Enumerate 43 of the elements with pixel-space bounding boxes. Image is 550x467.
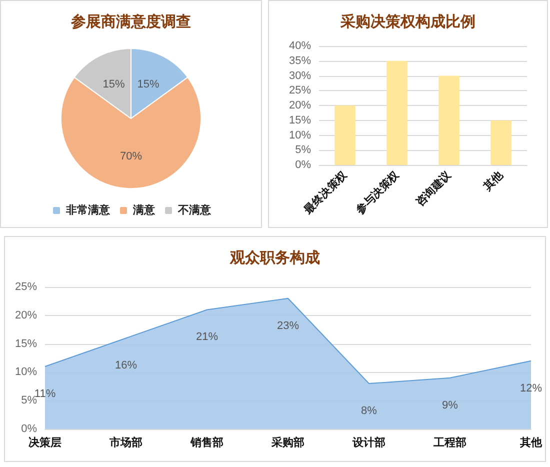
- chart-title: 参展商满意度调查: [70, 12, 191, 30]
- y-tick-label: 5%: [295, 144, 312, 156]
- x-tick-label: 市场部: [108, 436, 142, 449]
- y-tick-label: 5%: [21, 394, 38, 407]
- legend-label: 满意: [132, 204, 156, 216]
- y-tick-label: 30%: [288, 70, 312, 82]
- legend-label: 非常满意: [65, 204, 111, 216]
- y-tick-label: 35%: [288, 54, 312, 67]
- data-label: 16%: [114, 360, 138, 372]
- x-tick-label: 采购部: [270, 436, 304, 449]
- x-tick-label: 设计部: [352, 436, 386, 449]
- x-tick-label: 决策层: [28, 436, 62, 449]
- chart-title: 采购决策权构成比例: [340, 12, 476, 30]
- y-tick-label: 15%: [14, 338, 38, 350]
- data-label: 9%: [442, 399, 458, 412]
- data-label: 12%: [520, 382, 542, 394]
- data-label: 70%: [120, 150, 142, 163]
- y-tick-label: 40%: [288, 40, 312, 52]
- bar: [386, 60, 408, 165]
- y-tick-label: 20%: [14, 309, 38, 322]
- data-label: 23%: [276, 320, 300, 332]
- y-tick-label: 15%: [288, 114, 312, 126]
- y-tick-label: 10%: [14, 366, 38, 378]
- data-label: 21%: [196, 331, 218, 344]
- legend-label: 不满意: [177, 204, 212, 216]
- bar: [438, 76, 460, 165]
- x-tick-label: 咨询建议: [413, 168, 454, 209]
- x-tick-label: 销售部: [190, 436, 224, 449]
- bar: [334, 106, 356, 165]
- data-label: 15%: [102, 78, 125, 91]
- y-tick-label: 0%: [21, 423, 38, 435]
- chart-title: 观众职务构成: [229, 248, 320, 266]
- bar: [490, 120, 512, 165]
- x-tick-label: 参与决策权: [352, 168, 402, 218]
- data-label: 15%: [137, 78, 160, 91]
- y-tick-label: 25%: [14, 281, 38, 293]
- x-tick-label: 其他: [480, 168, 506, 194]
- y-tick-label: 20%: [288, 100, 312, 112]
- y-tick-label: 10%: [288, 129, 312, 142]
- x-tick-label: 其他: [519, 436, 543, 449]
- x-tick-label: 工程部: [432, 436, 466, 449]
- data-label: 8%: [361, 405, 378, 418]
- y-tick-label: 25%: [288, 84, 312, 97]
